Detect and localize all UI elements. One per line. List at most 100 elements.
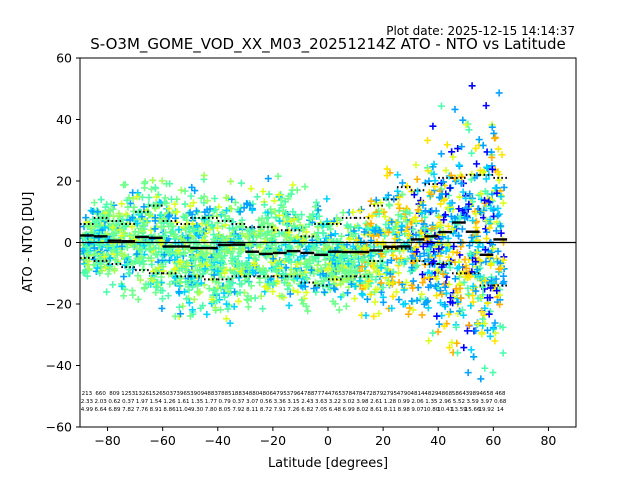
data-point xyxy=(152,249,160,257)
data-point xyxy=(298,296,306,304)
data-point xyxy=(203,310,211,318)
data-point xyxy=(121,222,129,230)
data-point xyxy=(218,208,226,216)
data-point xyxy=(193,266,201,274)
data-point xyxy=(181,200,189,208)
data-point xyxy=(234,252,242,260)
data-point xyxy=(372,196,380,204)
y-tick-label: 40 xyxy=(56,112,72,127)
data-point xyxy=(153,279,161,287)
data-point xyxy=(287,190,295,198)
data-point xyxy=(451,214,459,222)
data-point xyxy=(108,229,116,237)
data-point xyxy=(486,215,494,223)
data-point xyxy=(223,300,231,308)
data-point xyxy=(210,231,218,239)
data-point xyxy=(433,292,441,300)
data-point xyxy=(213,290,221,298)
data-point xyxy=(436,299,444,307)
data-point xyxy=(497,193,505,201)
data-point xyxy=(470,353,478,361)
data-point xyxy=(474,294,482,302)
data-point xyxy=(392,288,400,296)
bin-annotation: 4880 xyxy=(245,391,259,397)
data-point xyxy=(488,123,496,131)
data-point xyxy=(337,280,345,288)
data-point xyxy=(460,344,468,352)
bin-annotation: 2.61 xyxy=(370,399,382,405)
data-point xyxy=(128,223,136,231)
data-point xyxy=(129,195,137,203)
data-point xyxy=(176,310,184,318)
bin-annotation: 6.99 xyxy=(343,407,356,413)
data-point xyxy=(454,298,462,306)
data-point xyxy=(446,184,454,192)
data-point xyxy=(265,190,273,198)
data-point xyxy=(375,310,383,318)
bin-annotation: 2.06 xyxy=(411,399,424,405)
data-point xyxy=(161,194,169,202)
bin-annotation: 4795 xyxy=(273,391,287,397)
data-point xyxy=(365,277,373,285)
data-point xyxy=(347,280,355,288)
data-point xyxy=(206,205,214,213)
data-point xyxy=(230,265,238,273)
bin-annotation: 11.04 xyxy=(175,407,191,413)
data-point xyxy=(413,248,421,256)
data-point xyxy=(135,256,143,264)
data-point xyxy=(435,320,443,328)
data-point xyxy=(238,216,246,224)
data-point xyxy=(275,206,283,214)
bin-annotation: 3784 xyxy=(342,391,356,397)
data-point xyxy=(468,82,476,90)
x-tick-label: −60 xyxy=(149,433,175,448)
bin-annotation: 2.33 xyxy=(81,399,94,405)
data-point xyxy=(111,267,119,275)
data-point xyxy=(464,290,472,298)
data-point xyxy=(183,266,191,274)
data-point xyxy=(218,222,226,230)
data-point xyxy=(450,242,458,250)
data-point xyxy=(452,285,460,293)
data-point xyxy=(427,190,435,198)
data-point xyxy=(465,126,473,134)
data-point xyxy=(455,263,463,271)
data-point xyxy=(266,280,274,288)
data-point xyxy=(260,268,268,276)
data-point xyxy=(223,206,231,214)
bin-annotation: 3.97 xyxy=(480,399,493,405)
data-point xyxy=(446,344,454,352)
data-point xyxy=(437,200,445,208)
data-point xyxy=(350,258,358,266)
data-point xyxy=(245,278,253,286)
data-point xyxy=(175,258,183,266)
data-point xyxy=(484,294,492,302)
bin-annotation: 1.35 xyxy=(191,399,204,405)
data-point xyxy=(472,144,480,152)
data-point xyxy=(144,281,152,289)
data-point xyxy=(434,328,442,336)
data-point xyxy=(243,233,251,241)
data-point xyxy=(459,188,467,196)
data-point xyxy=(220,289,228,297)
data-point xyxy=(192,207,200,215)
data-point xyxy=(379,258,387,266)
data-point xyxy=(408,264,416,272)
data-point xyxy=(493,287,501,295)
data-point xyxy=(227,205,235,213)
data-point xyxy=(420,249,428,257)
data-point xyxy=(82,243,90,251)
data-point xyxy=(133,250,141,258)
data-point xyxy=(261,238,269,246)
x-tick-label: −40 xyxy=(205,433,231,448)
data-point xyxy=(453,249,461,257)
data-point xyxy=(481,187,489,195)
data-point xyxy=(383,269,391,277)
data-point xyxy=(367,252,375,260)
data-point xyxy=(494,145,502,153)
data-point xyxy=(456,193,464,201)
data-point xyxy=(430,170,438,178)
data-point xyxy=(101,253,109,261)
data-point xyxy=(269,255,277,263)
data-point xyxy=(418,270,426,278)
